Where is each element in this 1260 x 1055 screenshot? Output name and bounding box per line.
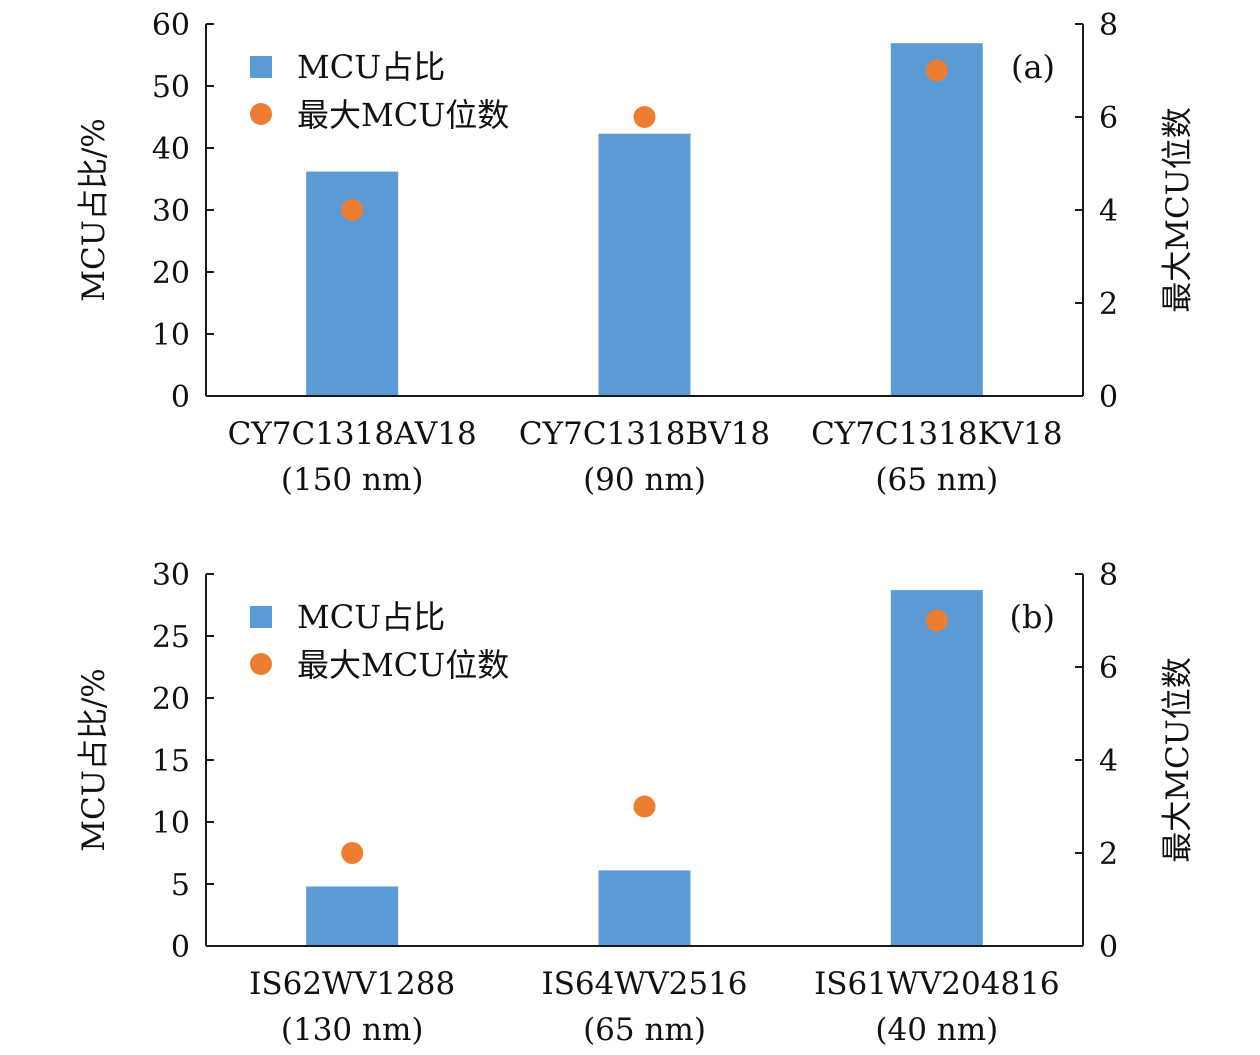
left-tick-label: 10 [152,806,190,841]
left-tick-label: 0 [171,930,190,965]
category-label-3: IS61WV204816 [814,966,1060,1002]
legend-marker-swatch [250,653,272,675]
legend-label-bars: MCU占比 [297,48,445,86]
marker-3 [925,609,948,632]
chart-panel-b: 0 5 10 15 20 25 30 0 2 4 6 8 IS62WV1288 (130 nm) IS64W… [76,558,1196,1048]
right-tick-label: 4 [1099,744,1118,779]
left-tick-label: 20 [152,256,190,291]
left-tick-label: 60 [152,8,190,43]
category-sublabel-1: (150 nm) [281,462,424,498]
right-tick-label: 2 [1099,837,1118,872]
left-tick-label: 5 [171,868,190,903]
left-tick-label: 30 [152,194,190,229]
bar-1 [306,886,399,946]
right-tick-label: 6 [1099,101,1118,136]
bar-3 [890,590,983,946]
right-tick-label: 4 [1099,194,1118,229]
legend-label-bars: MCU占比 [297,598,445,636]
category-sublabel-3: (40 nm) [875,1012,998,1048]
category-label-1: CY7C1318AV18 [228,416,477,452]
category-sublabel-2: (90 nm) [583,462,706,498]
category-label-2: CY7C1318BV18 [519,416,770,452]
bar-2 [598,870,691,946]
y-axis-title: MCU占比/% [76,668,112,852]
panel-label: (a) [1011,48,1055,86]
left-tick-label: 30 [152,558,190,593]
bar-3 [890,43,983,396]
category-sublabel-3: (65 nm) [875,462,998,498]
category-sublabel-1: (130 nm) [281,1012,424,1048]
category-sublabel-2: (65 nm) [583,1012,706,1048]
panel-label: (b) [1010,598,1055,636]
left-tick-label: 50 [152,70,190,105]
legend-bar-swatch [250,606,272,628]
marker-2 [633,106,656,128]
marker-2 [633,795,656,818]
legend-label-markers: 最大MCU位数 [297,646,509,684]
left-tick-label: 40 [152,132,190,167]
chart-panel-a: 0 10 20 30 40 50 60 0 2 4 6 8 CY7C1318AV18 (150 nm) CY… [76,8,1196,498]
right-tick-label: 6 [1099,651,1118,686]
right-tick-label: 0 [1099,930,1118,965]
marker-1 [341,199,364,221]
bar-2 [598,133,691,396]
y-axis-title: MCU占比/% [76,118,112,302]
legend-bar-swatch [250,56,272,78]
right-tick-label: 8 [1099,558,1118,593]
y-axis-right-title: 最大MCU位数 [1160,107,1196,313]
left-tick-label: 25 [152,620,190,655]
marker-1 [341,842,364,864]
left-tick-label: 0 [171,380,190,415]
category-label-3: CY7C1318KV18 [811,416,1063,452]
category-label-2: IS64WV2516 [541,966,747,1002]
legend-marker-swatch [250,103,272,125]
right-tick-label: 0 [1099,380,1118,415]
category-label-1: IS62WV1288 [249,966,455,1002]
y-axis-right-title: 最大MCU位数 [1160,657,1196,863]
marker-3 [925,59,948,82]
left-tick-label: 20 [152,682,190,717]
right-tick-label: 2 [1099,287,1118,322]
legend-label-markers: 最大MCU位数 [297,96,509,134]
left-tick-label: 15 [152,744,190,779]
left-tick-label: 10 [152,318,190,353]
right-tick-label: 8 [1099,8,1118,43]
